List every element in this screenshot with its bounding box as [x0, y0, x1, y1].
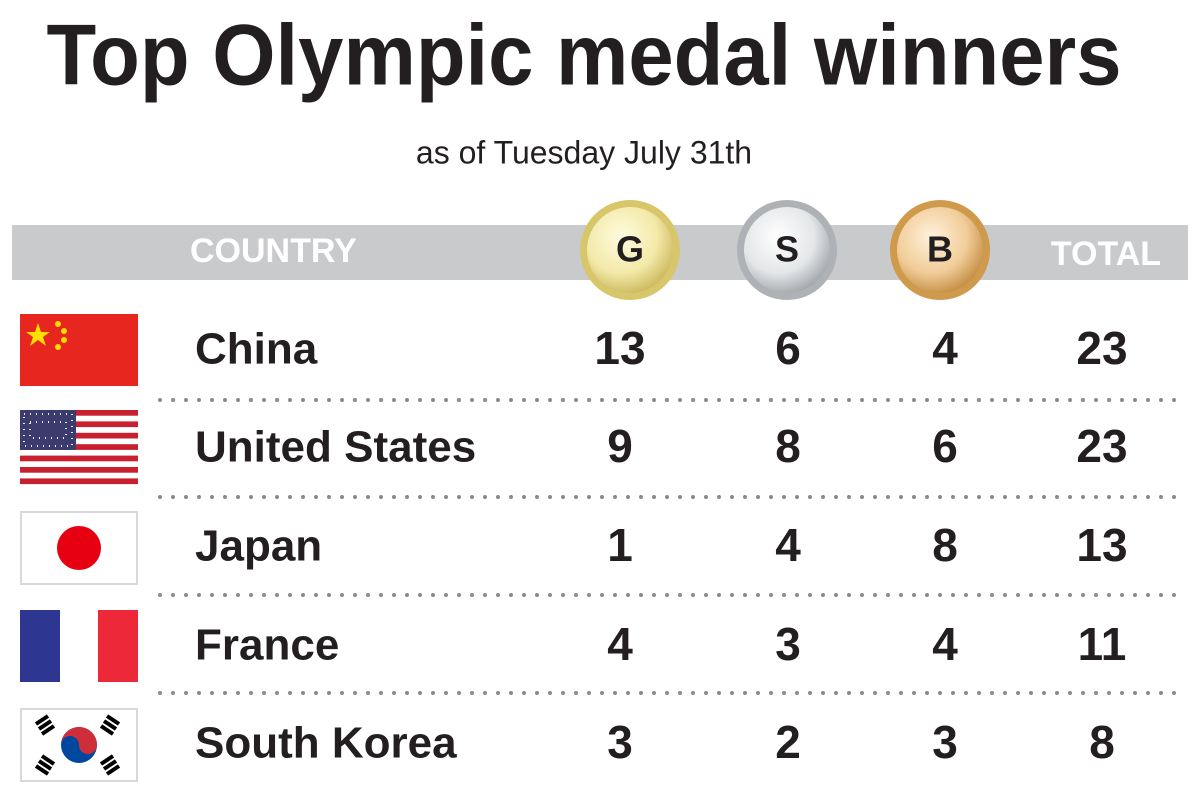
medal-count: 2: [775, 716, 801, 768]
country-name: Japan: [195, 522, 322, 571]
medal-count: 11: [1078, 618, 1127, 670]
medal-count: 4: [775, 519, 801, 571]
medal-count: 13: [594, 322, 645, 374]
country-name: United States: [195, 423, 476, 472]
country-name: China: [195, 325, 318, 374]
medal-count: 6: [775, 322, 801, 374]
flag-china: [20, 314, 138, 386]
medal-count: 4: [607, 618, 633, 670]
medal-count: 1: [607, 519, 633, 571]
medal-count: 3: [775, 618, 801, 670]
medal-count: 6: [932, 420, 958, 472]
gold-medal: [580, 200, 680, 300]
flag-south-korea: [20, 708, 138, 782]
medal-count: 23: [1076, 322, 1127, 374]
column-header: B: [927, 229, 953, 270]
medal-count: 13: [1076, 519, 1127, 571]
subtitle: as of Tuesday July 31th: [416, 134, 752, 170]
country-name: France: [195, 621, 339, 670]
medal-count: 8: [1089, 716, 1115, 768]
medal-count: 4: [932, 618, 958, 670]
medal-count: 3: [607, 716, 633, 768]
title: Top Olympic medal winners: [47, 8, 1122, 104]
silver-medal: [737, 200, 837, 300]
flag-france: [20, 610, 138, 682]
country-name: South Korea: [195, 719, 457, 768]
bronze-medal: [890, 200, 990, 300]
medal-count: 4: [932, 322, 958, 374]
flag-japan: [20, 511, 138, 585]
medal-count: 23: [1076, 420, 1127, 472]
medal-count: 9: [607, 420, 633, 472]
medal-count: 8: [932, 519, 958, 571]
column-header: COUNTRY: [190, 232, 357, 270]
column-header: G: [616, 229, 644, 270]
medal-count: 8: [775, 420, 801, 472]
column-header: S: [775, 229, 799, 270]
medal-count: 3: [932, 716, 958, 768]
column-header: TOTAL: [1051, 235, 1161, 273]
flag-united-states: [20, 410, 138, 485]
